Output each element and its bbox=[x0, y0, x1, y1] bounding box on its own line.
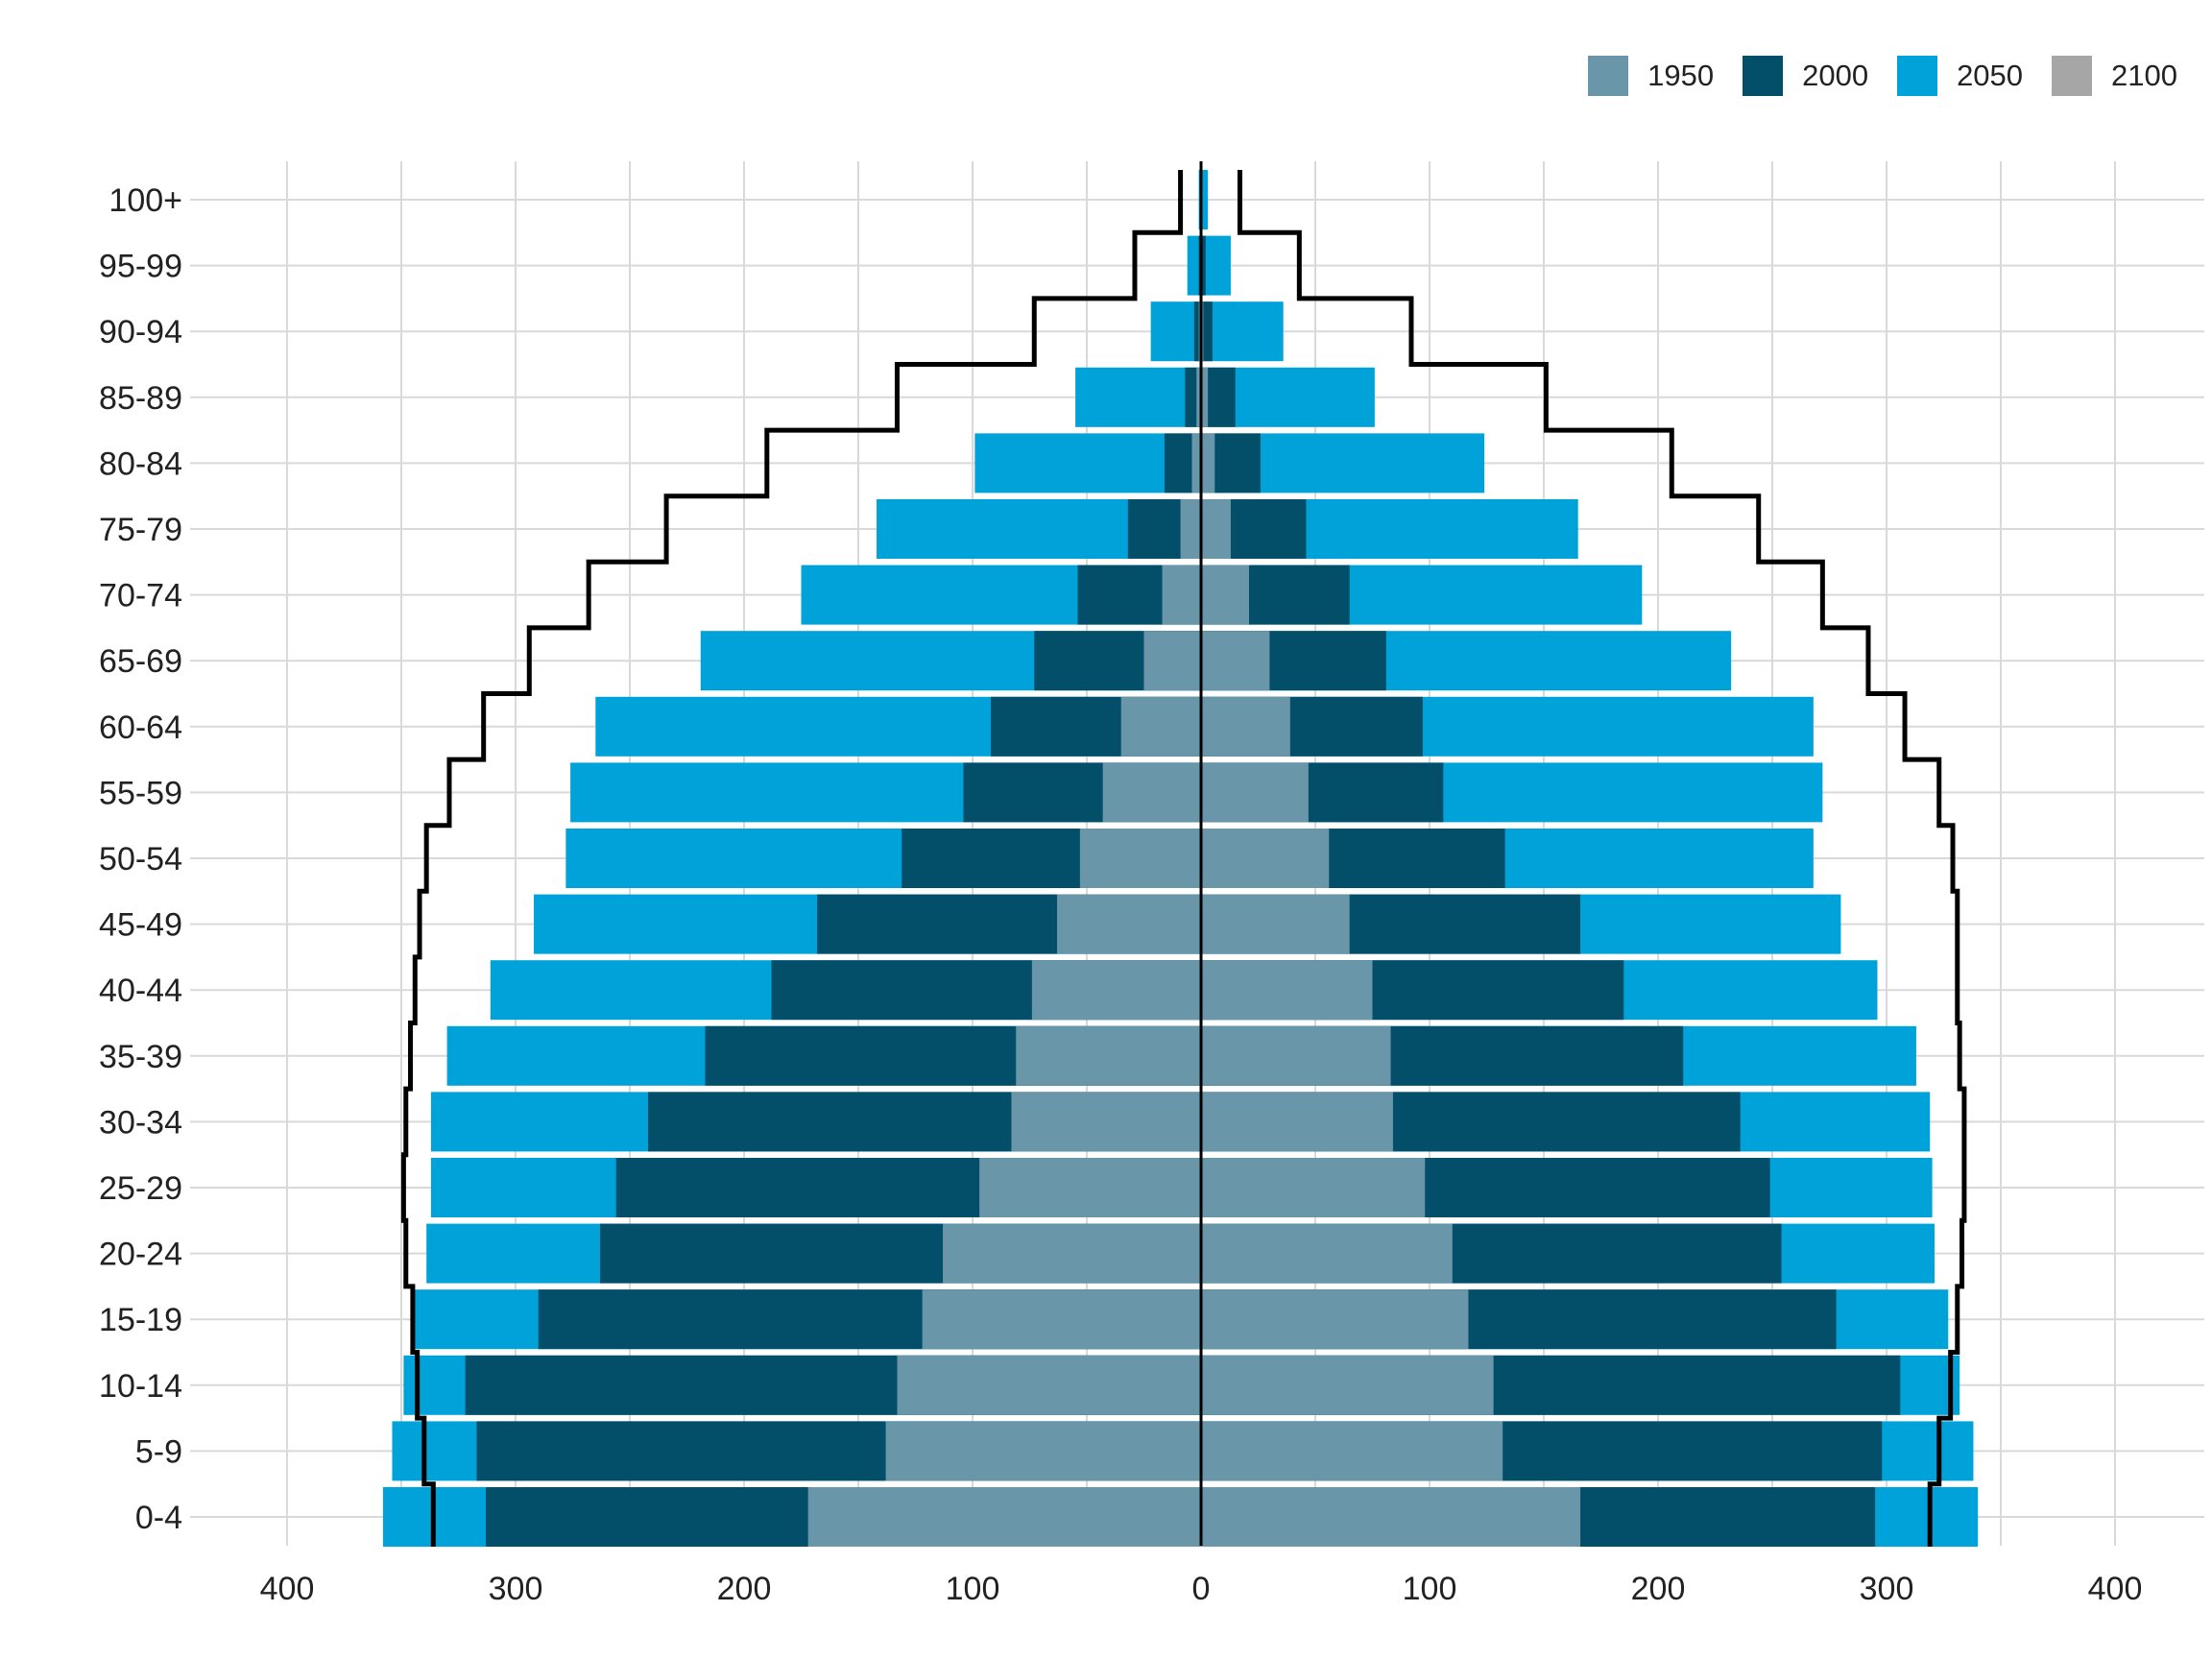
bar-1950-left-70-74 bbox=[1162, 565, 1201, 625]
y-tick-label: 0-4 bbox=[135, 1500, 182, 1536]
bar-1950-left-15-19 bbox=[922, 1289, 1201, 1350]
bar-1950-right-60-64 bbox=[1201, 696, 1290, 757]
bar-1950-right-5-9 bbox=[1201, 1421, 1503, 1481]
bar-1950-right-20-24 bbox=[1201, 1223, 1453, 1284]
bar-2050-left-80-84 bbox=[974, 433, 1201, 493]
bar-1950-left-40-44 bbox=[1031, 960, 1201, 1021]
bar-2050-left-95-99 bbox=[1187, 235, 1201, 296]
legend-label-1950: 1950 bbox=[1647, 59, 1715, 92]
x-tick-label: 100 bbox=[1403, 1571, 1457, 1607]
legend-item-2000: 2000 bbox=[1743, 56, 1868, 96]
bar-2050-right-100+ bbox=[1201, 170, 1209, 229]
bar-2000-right-90-94 bbox=[1201, 301, 1213, 362]
y-tick-label: 20-24 bbox=[99, 1237, 182, 1273]
x-tick-label: 100 bbox=[946, 1571, 1000, 1607]
bar-1950-left-0-4 bbox=[807, 1487, 1201, 1547]
legend-label-2000: 2000 bbox=[1802, 59, 1869, 92]
bar-1950-right-15-19 bbox=[1201, 1289, 1469, 1350]
bar-1950-right-25-29 bbox=[1201, 1158, 1426, 1217]
y-tick-label: 15-19 bbox=[99, 1302, 182, 1338]
bar-1950-right-55-59 bbox=[1201, 762, 1309, 823]
legend-swatch-2100 bbox=[2052, 56, 2093, 96]
bar-2050-left-85-89 bbox=[1075, 367, 1201, 427]
legend-label-2050: 2050 bbox=[1957, 59, 2024, 92]
y-tick-label: 55-59 bbox=[99, 775, 182, 811]
outline-2100-left bbox=[400, 170, 1184, 1547]
bar-1950-left-10-14 bbox=[897, 1355, 1201, 1415]
y-tick-label: 50-54 bbox=[99, 841, 182, 878]
legend-swatch-2050 bbox=[1897, 56, 1938, 96]
bar-1950-left-75-79 bbox=[1180, 499, 1201, 559]
bar-1950-left-20-24 bbox=[943, 1223, 1201, 1284]
y-tick-label: 5-9 bbox=[135, 1433, 182, 1470]
x-tick-label: 200 bbox=[1631, 1571, 1686, 1607]
bar-1950-left-35-39 bbox=[1016, 1025, 1201, 1086]
bar-1950-left-5-9 bbox=[885, 1421, 1201, 1481]
bar-2000-right-95-99 bbox=[1201, 235, 1206, 296]
bar-1950-right-75-79 bbox=[1201, 499, 1231, 559]
y-tick-label: 85-89 bbox=[99, 380, 182, 417]
bar-2050-left-90-94 bbox=[1150, 301, 1201, 362]
axes: 0-4 5-9 10-14 15-19 20-24 25-29 30-34 35-39 40-4… bbox=[99, 161, 2142, 1607]
y-tick-label: 40-44 bbox=[99, 973, 182, 1009]
bar-1950-right-80-84 bbox=[1201, 433, 1215, 493]
bar-1950-right-0-4 bbox=[1201, 1487, 1581, 1547]
bar-1950-left-60-64 bbox=[1120, 696, 1201, 757]
y-tick-label: 95-99 bbox=[99, 249, 182, 285]
legend-item-2100: 2100 bbox=[2052, 56, 2177, 96]
y-tick-label: 10-14 bbox=[99, 1368, 182, 1405]
x-tick-label: 400 bbox=[260, 1571, 315, 1607]
bar-1950-right-50-54 bbox=[1201, 829, 1330, 888]
bar-1950-left-80-84 bbox=[1191, 433, 1201, 493]
y-tick-label: 75-79 bbox=[99, 512, 182, 548]
bar-1950-right-85-89 bbox=[1201, 367, 1209, 427]
y-tick-label: 35-39 bbox=[99, 1039, 182, 1075]
legend: 1950 2000 2050 2100 bbox=[1559, 56, 2177, 96]
y-tick-label: 45-49 bbox=[99, 907, 182, 944]
legend-swatch-1950 bbox=[1588, 56, 1629, 96]
bar-1950-left-85-89 bbox=[1196, 367, 1201, 427]
y-tick-label: 65-69 bbox=[99, 643, 182, 680]
bar-1950-left-30-34 bbox=[1011, 1092, 1201, 1152]
bar-1950-right-35-39 bbox=[1201, 1025, 1391, 1086]
bar-2050-right-90-94 bbox=[1201, 301, 1284, 362]
legend-item-2050: 2050 bbox=[1897, 56, 2023, 96]
bar-1950-right-65-69 bbox=[1201, 631, 1270, 691]
legend-swatch-2000 bbox=[1743, 56, 1784, 96]
legend-item-1950: 1950 bbox=[1588, 56, 1714, 96]
bar-1950-right-45-49 bbox=[1201, 894, 1350, 954]
x-tick-label: 300 bbox=[489, 1571, 543, 1607]
bar-1950-left-65-69 bbox=[1143, 631, 1201, 691]
x-tick-label: 400 bbox=[2088, 1571, 2143, 1607]
bar-1950-right-70-74 bbox=[1201, 565, 1249, 625]
bar-1950-left-25-29 bbox=[979, 1158, 1201, 1217]
outline-2100 bbox=[400, 170, 1967, 1547]
y-tick-label: 80-84 bbox=[99, 445, 182, 482]
bar-1950-left-45-49 bbox=[1057, 894, 1201, 954]
y-tick-label: 60-64 bbox=[99, 709, 182, 746]
x-tick-label: 200 bbox=[717, 1571, 772, 1607]
y-tick-label: 90-94 bbox=[99, 314, 182, 350]
bar-1950-left-55-59 bbox=[1102, 762, 1201, 823]
y-tick-label: 30-34 bbox=[99, 1104, 182, 1141]
x-tick-label: 300 bbox=[1860, 1571, 1914, 1607]
bar-2050-right-95-99 bbox=[1201, 235, 1231, 296]
y-tick-label: 25-29 bbox=[99, 1170, 182, 1207]
bars bbox=[382, 170, 1979, 1547]
bar-1950-right-10-14 bbox=[1201, 1355, 1494, 1415]
outline-2100-right bbox=[1237, 170, 1967, 1547]
bar-2000-left-90-94 bbox=[1193, 301, 1201, 362]
bar-1950-right-40-44 bbox=[1201, 960, 1373, 1021]
y-tick-label: 100+ bbox=[108, 182, 182, 219]
legend-label-2100: 2100 bbox=[2111, 59, 2177, 92]
bar-1950-left-50-54 bbox=[1079, 829, 1201, 888]
x-tick-label: 0 bbox=[1192, 1571, 1211, 1607]
y-tick-label: 70-74 bbox=[99, 578, 182, 614]
bar-1950-right-30-34 bbox=[1201, 1092, 1393, 1152]
